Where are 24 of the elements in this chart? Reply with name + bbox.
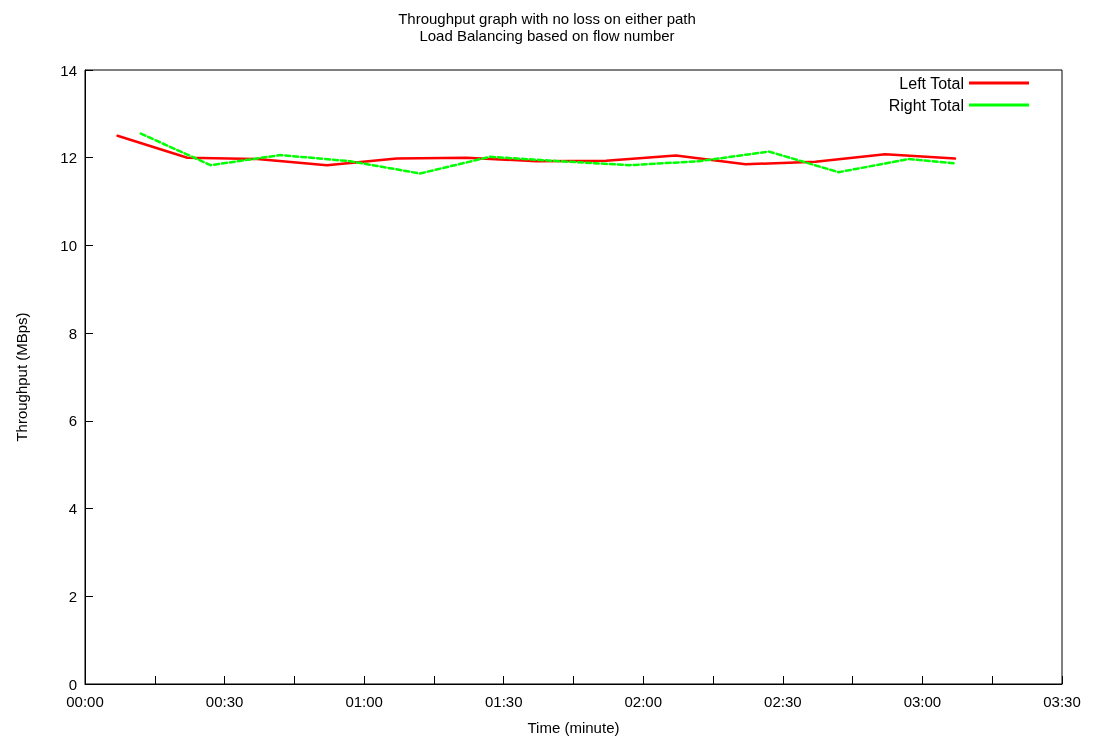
y-tick-label: 14 [60, 61, 77, 79]
x-tick-label: 01:00 [345, 693, 383, 710]
x-tick-label: 03:30 [1043, 693, 1081, 710]
legend-label: Left Total [899, 74, 964, 92]
y-tick-label: 10 [60, 236, 77, 254]
y-tick-label: 6 [68, 412, 77, 430]
y-tick-label: 4 [68, 500, 77, 518]
y-tick-label: 8 [68, 324, 77, 342]
x-tick-label: 02:30 [764, 693, 802, 710]
y-tick-label: 12 [60, 149, 77, 167]
chart-subtitle: Load Balancing based on flow number [419, 27, 675, 44]
x-axis-title: Time (minute) [527, 719, 620, 736]
y-tick-label: 2 [68, 587, 77, 605]
y-axis-title: Throughput (MBps) [13, 312, 30, 442]
chart-title: Throughput graph with no loss on either path [398, 10, 696, 27]
x-tick-label: 02:00 [624, 693, 663, 710]
legend-label: Right Total [888, 96, 964, 114]
x-tick-label: 00:30 [205, 693, 244, 710]
x-tick-label: 01:30 [484, 693, 523, 710]
y-tick-label: 0 [68, 675, 77, 693]
line-series [116, 134, 957, 167]
line-series [139, 132, 957, 175]
x-tick-label: 00:00 [66, 693, 104, 710]
x-tick-label: 03:00 [903, 693, 942, 710]
